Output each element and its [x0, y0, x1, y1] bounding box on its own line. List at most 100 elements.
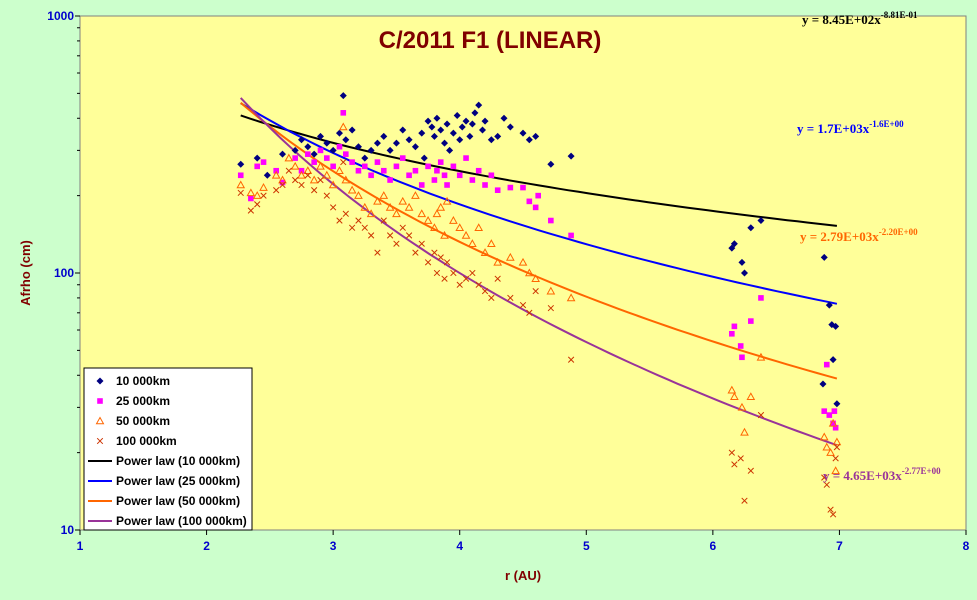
data-point: [469, 269, 476, 277]
data-point: [462, 117, 470, 125]
data-point: [506, 123, 514, 131]
legend-label-100000km: 100 000km: [116, 434, 177, 448]
data-point: [449, 216, 458, 224]
data-point: [412, 249, 419, 256]
data-point: [488, 172, 495, 179]
data-point: [278, 175, 287, 184]
data-point: [237, 160, 245, 168]
data-point: [455, 223, 465, 232]
fit-equation-base: y = 1.7E+03x: [797, 121, 870, 136]
data-point: [822, 442, 832, 451]
fit-line: [240, 102, 838, 380]
data-point: [380, 132, 388, 140]
data-point: [406, 172, 412, 179]
data-point: [347, 185, 357, 194]
data-point: [324, 155, 330, 161]
legend-marker: [96, 377, 104, 385]
fit-line: [239, 97, 838, 447]
data-point: [441, 172, 448, 179]
legend-label-10000km: 10 000km: [116, 374, 170, 388]
data-point: [342, 210, 349, 217]
data-point: [820, 253, 828, 261]
data-point: [252, 191, 262, 199]
data-point: [273, 187, 280, 194]
data-point: [392, 139, 400, 147]
data-point: [727, 385, 737, 394]
data-point: [323, 139, 331, 147]
data-point: [260, 192, 267, 199]
data-point: [374, 249, 381, 256]
data-point: [482, 182, 488, 188]
legend-label-fit-25000km: Power law (25 000km): [116, 474, 240, 488]
data-point: [747, 224, 755, 232]
data-point: [387, 177, 393, 183]
data-point: [424, 117, 432, 125]
data-point: [263, 171, 271, 179]
data-point: [431, 249, 438, 256]
fit-line: [240, 102, 838, 305]
data-point: [475, 167, 482, 174]
data-point: [741, 269, 748, 277]
data-point: [304, 172, 311, 179]
data-point: [829, 356, 837, 364]
data-point: [399, 155, 406, 161]
data-point: [405, 232, 413, 239]
data-point: [237, 172, 244, 179]
data-point: [298, 136, 305, 144]
data-point: [379, 191, 389, 199]
data-point: [494, 275, 501, 282]
data-point: [311, 159, 317, 165]
data-point: [524, 268, 534, 277]
data-point: [309, 175, 319, 184]
legend-label-fit-50000km: Power law (50 000km): [116, 494, 240, 508]
data-point: [247, 207, 255, 214]
data-point: [373, 196, 382, 205]
data-point: [305, 151, 311, 157]
data-point: [437, 254, 444, 261]
data-point: [469, 177, 476, 183]
data-point: [339, 92, 347, 100]
data-point: [535, 192, 541, 199]
data-point: [475, 101, 483, 109]
data-point: [404, 202, 414, 211]
data-point: [259, 183, 268, 191]
data-point: [526, 198, 533, 205]
y-axis-label: Afrho (cm): [18, 240, 33, 306]
data-point: [520, 184, 526, 191]
data-point: [420, 154, 428, 162]
data-point: [441, 275, 448, 282]
data-point: [373, 139, 381, 147]
data-point: [547, 160, 555, 168]
data-point: [757, 217, 765, 225]
legend: 10 000km 25 000km 50 000km 100 000km Pow…: [83, 367, 253, 531]
data-point: [336, 217, 343, 224]
legend-label-fit-100000km: Power law (100 000km): [116, 514, 247, 528]
legend-label-50000km: 50 000km: [116, 414, 170, 428]
data-point: [443, 259, 451, 266]
data-point: [297, 170, 306, 179]
legend-box: [83, 367, 253, 531]
data-point: [526, 309, 533, 316]
data-point: [311, 187, 318, 194]
data-point: [284, 153, 294, 162]
data-point: [386, 146, 394, 154]
data-point: [456, 281, 463, 288]
data-point: [349, 159, 355, 165]
data-point: [260, 159, 267, 165]
data-point: [832, 322, 840, 330]
data-point: [823, 481, 830, 488]
legend-label-25000km: 25 000km: [116, 394, 170, 408]
x-tick-label: 6: [710, 539, 717, 553]
data-point: [428, 123, 436, 131]
data-point: [361, 224, 368, 231]
data-point: [446, 146, 454, 154]
data-point: [343, 151, 349, 157]
data-point: [246, 188, 256, 197]
data-point: [430, 132, 438, 140]
data-point: [430, 223, 439, 232]
data-point: [443, 120, 451, 128]
data-point: [298, 167, 305, 174]
data-point: [488, 294, 495, 302]
legend-marker: [95, 416, 105, 425]
fit-equation-base: y = 2.79E+03x: [800, 229, 879, 244]
